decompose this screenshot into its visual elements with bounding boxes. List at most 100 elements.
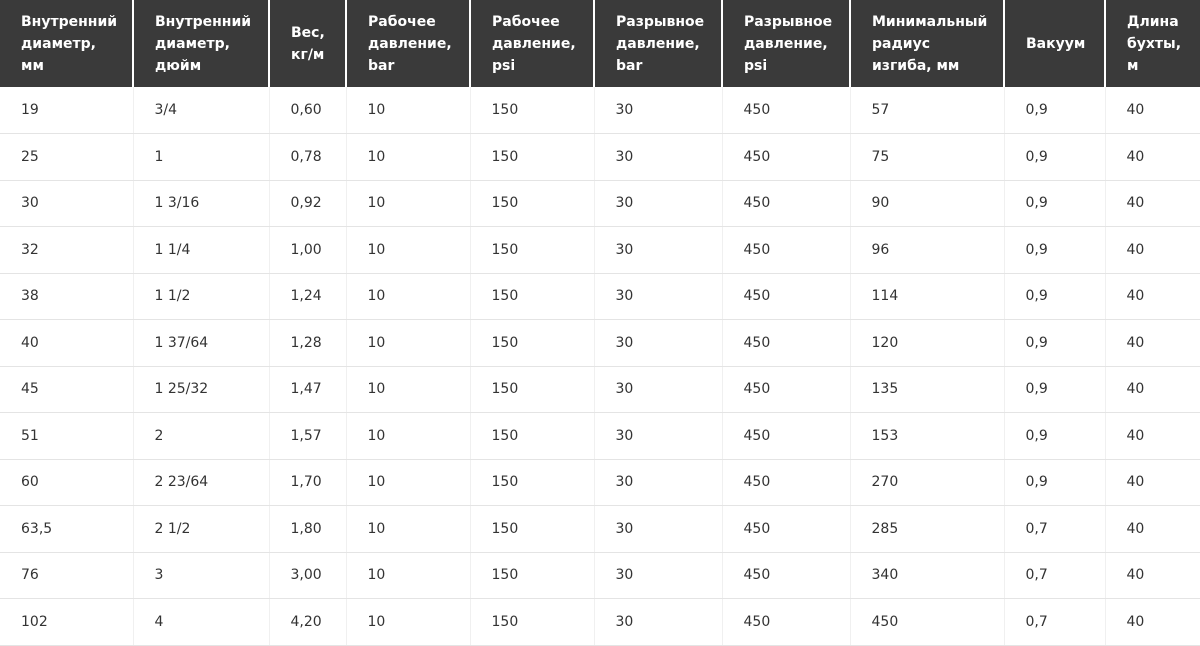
table-header: Внутренний диаметр, мм Внутренний диаметр… — [0, 0, 1200, 87]
table-row: 30 1 3/16 0,92 10 150 30 450 90 0,9 40 — [0, 180, 1200, 227]
table-cell: 19 — [0, 87, 133, 134]
table-cell: 40 — [1104, 598, 1200, 646]
table-cell: 40 — [1104, 133, 1200, 181]
table-cell: 40 — [1104, 366, 1200, 413]
table-row: 19 3/4 0,60 10 150 30 450 57 0,9 40 — [0, 87, 1200, 134]
table-cell: 150 — [469, 459, 594, 506]
table-cell: 0,9 — [1003, 319, 1105, 367]
table-cell: 30 — [593, 412, 722, 460]
table-cell: 1 — [132, 133, 269, 181]
table-cell: 96 — [849, 226, 1004, 274]
table-cell: 3,00 — [268, 552, 346, 599]
table-cell: 150 — [469, 552, 594, 599]
table-cell: 0,9 — [1003, 226, 1105, 274]
table-cell: 0,9 — [1003, 412, 1105, 460]
table-cell: 76 — [0, 552, 133, 599]
table-cell: 40 — [1104, 552, 1200, 599]
table-cell: 0,60 — [268, 87, 346, 134]
table-cell: 63,5 — [0, 505, 133, 553]
table-cell: 10 — [345, 133, 470, 181]
table-cell: 40 — [1104, 87, 1200, 134]
table-cell: 4 — [132, 598, 269, 646]
table-cell: 1,00 — [268, 226, 346, 274]
table-cell: 0,92 — [268, 180, 346, 227]
table-cell: 150 — [469, 412, 594, 460]
column-header: Минимальный радиус изгиба, мм — [849, 0, 1004, 87]
table-cell: 10 — [345, 598, 470, 646]
table-cell: 1,24 — [268, 273, 346, 320]
table-cell: 1,47 — [268, 366, 346, 413]
column-header: Внутренний диаметр, мм — [0, 0, 133, 87]
table-cell: 0,78 — [268, 133, 346, 181]
table-cell: 2 1/2 — [132, 505, 269, 553]
table-cell: 10 — [345, 366, 470, 413]
table-row: 32 1 1/4 1,00 10 150 30 450 96 0,9 40 — [0, 226, 1200, 274]
table-cell: 30 — [593, 319, 722, 367]
table-cell: 150 — [469, 87, 594, 134]
table-cell: 3 — [132, 552, 269, 599]
table-cell: 2 23/64 — [132, 459, 269, 506]
table-cell: 10 — [345, 87, 470, 134]
table-cell: 450 — [721, 412, 850, 460]
table-row: 38 1 1/2 1,24 10 150 30 450 114 0,9 40 — [0, 273, 1200, 320]
table-cell: 30 — [593, 505, 722, 553]
table-cell: 90 — [849, 180, 1004, 227]
table-cell: 450 — [721, 552, 850, 599]
table-row: 40 1 37/64 1,28 10 150 30 450 120 0,9 40 — [0, 319, 1200, 367]
table-cell: 10 — [345, 180, 470, 227]
table-cell: 30 — [593, 133, 722, 181]
table-cell: 30 — [593, 366, 722, 413]
table-cell: 30 — [593, 273, 722, 320]
table-cell: 1 37/64 — [132, 319, 269, 367]
table-cell: 60 — [0, 459, 133, 506]
table-cell: 30 — [593, 180, 722, 227]
column-header: Внутренний диаметр, дюйм — [132, 0, 269, 87]
table-cell: 1 1/4 — [132, 226, 269, 274]
table-cell: 1 3/16 — [132, 180, 269, 227]
table-cell: 10 — [345, 552, 470, 599]
table-cell: 153 — [849, 412, 1004, 460]
column-header: Разрывное давление, bar — [593, 0, 722, 87]
table-cell: 32 — [0, 226, 133, 274]
table-cell: 40 — [1104, 180, 1200, 227]
table-cell: 57 — [849, 87, 1004, 134]
table-cell: 40 — [0, 319, 133, 367]
table-cell: 340 — [849, 552, 1004, 599]
table-cell: 450 — [721, 459, 850, 506]
table-cell: 38 — [0, 273, 133, 320]
table-cell: 30 — [593, 459, 722, 506]
table-row: 102 4 4,20 10 150 30 450 450 0,7 40 — [0, 598, 1200, 646]
table-cell: 0,7 — [1003, 505, 1105, 553]
table-cell: 1,70 — [268, 459, 346, 506]
table-cell: 0,9 — [1003, 87, 1105, 134]
table-cell: 150 — [469, 598, 594, 646]
table-row: 45 1 25/32 1,47 10 150 30 450 135 0,9 40 — [0, 366, 1200, 413]
table-row: 76 3 3,00 10 150 30 450 340 0,7 40 — [0, 552, 1200, 599]
table-cell: 120 — [849, 319, 1004, 367]
table-cell: 102 — [0, 598, 133, 646]
table-body: 19 3/4 0,60 10 150 30 450 57 0,9 40 25 1 0,78 10 150 30… — [0, 87, 1200, 646]
table-cell: 135 — [849, 366, 1004, 413]
table-cell: 150 — [469, 180, 594, 227]
table-cell: 30 — [593, 598, 722, 646]
table-cell: 45 — [0, 366, 133, 413]
table-cell: 51 — [0, 412, 133, 460]
table-cell: 450 — [721, 180, 850, 227]
table-cell: 0,7 — [1003, 598, 1105, 646]
table-row: 63,5 2 1/2 1,80 10 150 30 450 285 0,7 40 — [0, 505, 1200, 553]
table-cell: 0,9 — [1003, 459, 1105, 506]
table-cell: 1,57 — [268, 412, 346, 460]
table-cell: 0,9 — [1003, 273, 1105, 320]
column-header: Вакуум — [1003, 0, 1105, 87]
table-cell: 30 — [593, 552, 722, 599]
table-cell: 450 — [721, 505, 850, 553]
column-header: Длина бухты, м — [1104, 0, 1200, 87]
column-header: Рабочее давление, psi — [469, 0, 594, 87]
table-cell: 1,80 — [268, 505, 346, 553]
table-cell: 450 — [721, 366, 850, 413]
table-row: 25 1 0,78 10 150 30 450 75 0,9 40 — [0, 133, 1200, 181]
table-cell: 1,28 — [268, 319, 346, 367]
table-row: 51 2 1,57 10 150 30 450 153 0,9 40 — [0, 412, 1200, 460]
